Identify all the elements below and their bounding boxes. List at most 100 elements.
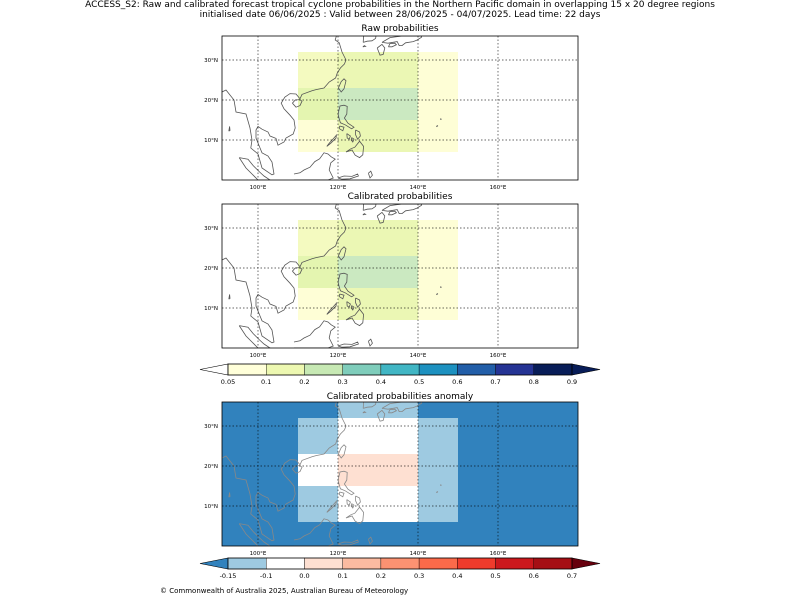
colorbar-tick-label: -0.15	[220, 572, 237, 580]
colorbar-tick-label: 0.6	[452, 378, 462, 386]
lon-tick-label: 140°E	[410, 185, 427, 191]
coastline	[345, 140, 365, 159]
colorbar-probability: 0.05 0.1 0.2 0.3 0.4 0.5 0.6 0.7 0.8 0.9	[199, 363, 601, 386]
coastline	[376, 43, 386, 56]
coastline	[355, 129, 361, 140]
coastline	[346, 499, 351, 506]
colorbar-segment	[342, 363, 382, 376]
colorbar-tick-label: 0.4	[452, 572, 462, 580]
colorbar-tick-label: -0.1	[260, 572, 273, 580]
coastline	[326, 499, 337, 513]
colorbar-tick-label: 0.2	[299, 378, 309, 386]
colorbar-tick-label: 0.2	[376, 572, 386, 580]
coastline	[228, 294, 231, 300]
coastline	[381, 402, 423, 412]
colorbar-tick-label: 0.8	[529, 378, 539, 386]
colorbar-segment	[380, 363, 420, 376]
coastline	[222, 36, 347, 176]
colorbar-segment	[457, 363, 496, 376]
lon-tick-label: 120°E	[330, 551, 347, 557]
coastline	[346, 133, 351, 140]
coastline	[376, 409, 386, 422]
colorbar-extend-min	[199, 363, 229, 376]
probability-region	[298, 256, 338, 288]
map-panel-calibrated: 100°E 120°E 140°E 160°E 10°N 20°N 30°N	[204, 203, 579, 359]
copyright-footer: © Commonwealth of Australia 2025, Austra…	[160, 587, 409, 595]
coastline	[440, 118, 442, 120]
colorbar-segment	[380, 557, 420, 570]
colorbar-tick-label: 0.0	[299, 572, 309, 580]
probability-region	[338, 88, 418, 120]
colorbar-segment	[495, 557, 534, 570]
coastline	[337, 341, 359, 348]
map-content	[222, 402, 578, 546]
coastline	[293, 518, 336, 546]
map-frame	[221, 35, 579, 181]
coastline	[440, 484, 442, 486]
colorbar-segment	[227, 363, 267, 376]
coastline	[339, 293, 345, 300]
coastline	[238, 523, 271, 546]
lon-tick-label: 140°E	[410, 551, 427, 557]
coastline	[292, 267, 303, 276]
colorbar-tick-label: 0.7	[490, 378, 500, 386]
coastline	[228, 126, 231, 132]
lat-tick-label: 20°N	[204, 98, 218, 104]
coastline	[355, 495, 361, 506]
coastline	[337, 173, 359, 180]
lon-tick-label: 140°E	[410, 353, 427, 359]
coastline	[368, 170, 373, 179]
figure-subtitle: initialised date 06/06/2025 : Valid betw…	[199, 10, 601, 20]
colorbar-segment	[304, 363, 343, 376]
colorbar-tick-label: 0.3	[414, 572, 424, 580]
map-panel-raw: 100°E 120°E 140°E 160°E 10°N 20°N 30°N	[204, 35, 579, 191]
lat-tick-label: 30°N	[204, 58, 218, 64]
coastline	[326, 133, 337, 147]
coastline	[222, 402, 347, 542]
colorbar-tick-label: 0.9	[567, 378, 577, 386]
coastline	[228, 492, 231, 498]
coastline	[338, 78, 347, 93]
coastline	[338, 444, 347, 459]
coastline	[388, 408, 398, 414]
map-frame	[221, 401, 579, 547]
lon-tick-label: 100°E	[250, 353, 267, 359]
colorbar-segment	[418, 363, 458, 376]
colorbar-tick-label: 0.4	[376, 378, 386, 386]
coastline	[350, 305, 355, 311]
coastline	[362, 213, 367, 216]
map-frame	[221, 203, 579, 349]
map-content	[222, 204, 578, 348]
lon-tick-label: 120°E	[330, 185, 347, 191]
lat-tick-label: 10°N	[204, 306, 218, 312]
coastline	[362, 36, 377, 43]
figure-title: ACCESS_S2: Raw and calibrated forecast t…	[85, 0, 715, 10]
colorbar-tick-label: 0.1	[337, 572, 347, 580]
coastline	[238, 325, 271, 348]
probability-region	[298, 88, 338, 120]
colorbar-tick-label: 0.5	[490, 572, 500, 580]
coastline	[337, 272, 355, 298]
coastline	[381, 36, 423, 46]
colorbar-extend-max	[571, 557, 601, 570]
colorbar-segment	[533, 363, 573, 376]
colorbar-segment	[418, 557, 458, 570]
coastline	[222, 204, 347, 344]
map-content	[222, 36, 578, 180]
coastline	[362, 411, 367, 414]
coastline	[339, 125, 345, 132]
coastline	[293, 320, 336, 348]
panel-title-anomaly: Calibrated probabilities anomaly	[326, 392, 474, 402]
probability-region	[338, 454, 418, 486]
colorbar-tick-label: 0.3	[337, 378, 347, 386]
colorbar-segment	[495, 363, 534, 376]
colorbar-frame	[227, 363, 573, 376]
coastline	[362, 204, 377, 211]
coastline	[337, 539, 359, 546]
colorbar-segment	[266, 363, 305, 376]
lon-tick-label: 120°E	[330, 353, 347, 359]
coastline	[292, 465, 303, 474]
coastline	[345, 506, 365, 525]
coastline	[362, 402, 377, 409]
coastline	[436, 490, 439, 494]
